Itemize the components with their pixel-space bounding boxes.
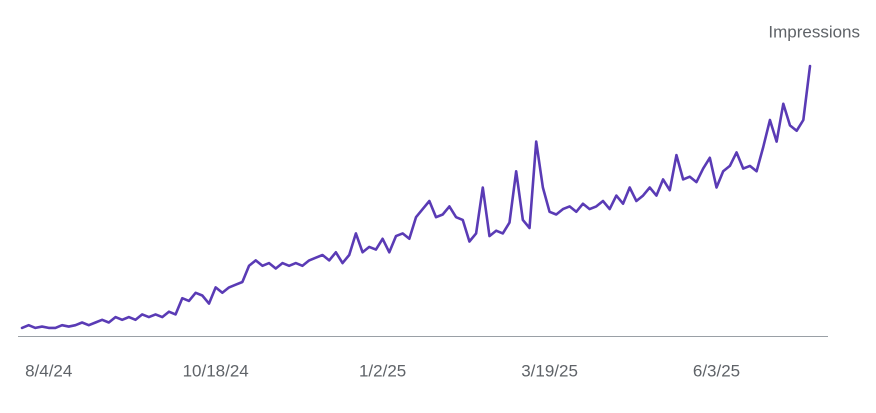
- chart-title: Impressions: [768, 22, 860, 41]
- x-tick-label: 3/19/25: [521, 361, 578, 380]
- x-tick-label: 10/18/24: [183, 361, 249, 380]
- x-tick-label: 1/2/25: [359, 361, 406, 380]
- line: [20, 64, 812, 330]
- x-tick-label: 8/4/24: [25, 361, 72, 380]
- x-tick-label: 6/3/25: [693, 361, 740, 380]
